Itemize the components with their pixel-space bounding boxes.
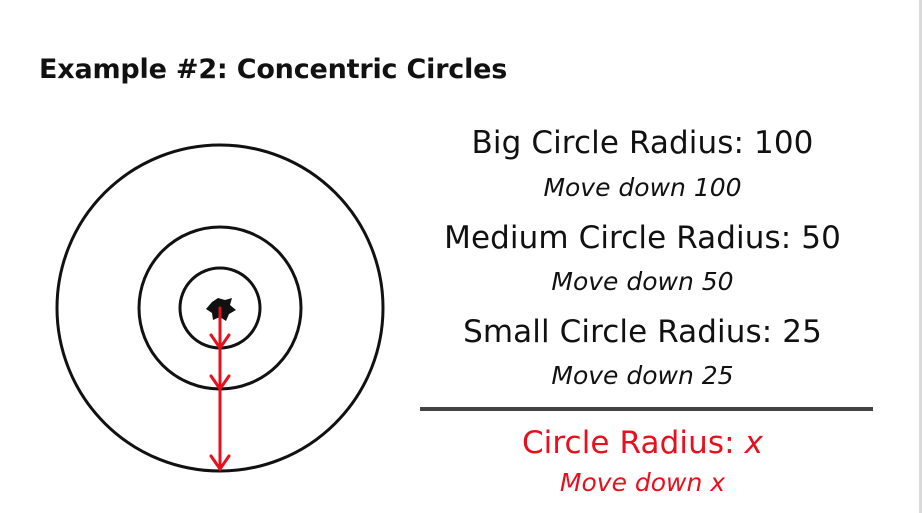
medium-radius-arrowhead (209, 374, 231, 392)
general-circle-label: Circle Radius: x (400, 425, 885, 461)
general-label-variable: x (744, 425, 764, 461)
concentric-circles-diagram (55, 143, 385, 473)
small-radius-arrowhead (209, 333, 231, 351)
big-radius-arrowhead (209, 454, 231, 472)
small-circle-move: Move down 25 (551, 361, 734, 390)
medium-circle-label: Medium Circle Radius: 50 (444, 220, 841, 256)
big-circle-move: Move down 100 (543, 173, 742, 202)
general-circle-move: Move down x (559, 468, 726, 497)
page-title: Example #2: Concentric Circles (39, 54, 508, 85)
big-circle-label: Big Circle Radius: 100 (471, 125, 814, 161)
general-label-prefix: Circle Radius: (521, 425, 745, 461)
small-circle-label: Small Circle Radius: 25 (463, 314, 822, 350)
medium-circle-move: Move down 50 (551, 267, 734, 296)
divider-line (420, 407, 873, 411)
page-right-border (919, 0, 922, 513)
